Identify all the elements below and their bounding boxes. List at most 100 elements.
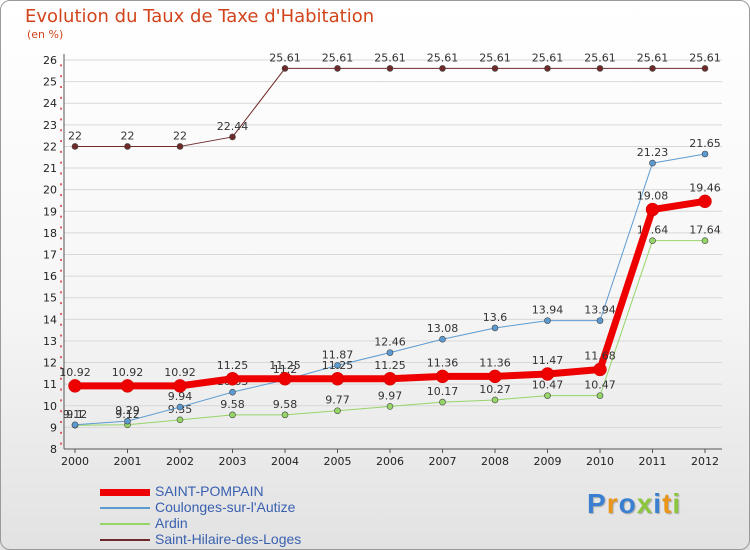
- data-point: [176, 416, 184, 424]
- legend-swatch: [100, 507, 150, 509]
- data-label: 9.58: [220, 398, 245, 411]
- data-label: 22: [121, 129, 135, 142]
- x-tick-label: 2000: [61, 455, 89, 468]
- data-point: [491, 396, 499, 404]
- y-unit-label: (en %): [27, 28, 64, 41]
- data-label: 13.94: [584, 304, 616, 317]
- data-label: 11.36: [479, 356, 511, 369]
- data-label: 11.25: [374, 359, 406, 372]
- data-point: [334, 407, 341, 415]
- data-label: 10.27: [479, 383, 511, 396]
- data-label: 11.68: [584, 349, 616, 362]
- data-point: [649, 65, 656, 72]
- data-point: [698, 194, 712, 209]
- data-label: 25.61: [637, 51, 669, 64]
- x-tick-label: 2008: [481, 455, 509, 468]
- data-label: 11.25: [322, 359, 354, 372]
- logo-letter: i: [672, 488, 682, 519]
- data-label: 25.61: [322, 51, 354, 64]
- data-label: 25.61: [479, 51, 511, 64]
- y-tick-label: 24: [43, 97, 57, 110]
- legend-label: Ardin: [155, 515, 188, 531]
- data-point: [173, 379, 187, 393]
- x-tick-label: 2012: [691, 455, 719, 468]
- data-label: 10.92: [164, 366, 196, 379]
- series-line: [75, 67, 705, 147]
- series-saint-hilaire-des-loges: 22 22 22 22.44 25.61 25.61 25.61 25.61 25.61 25.6…: [68, 51, 721, 150]
- series-saint-pompain: 10.92 10.92 10.92 11.25 11.25 11.25 11.25 11.36…: [59, 181, 721, 393]
- y-tick-label: 23: [43, 119, 57, 132]
- data-label: 25.61: [584, 51, 616, 64]
- data-point: [225, 372, 240, 386]
- data-label: 13.94: [532, 304, 564, 317]
- y-tick-label: 17: [43, 249, 57, 262]
- y-tick-label: 21: [43, 162, 57, 175]
- y-tick-label: 19: [43, 205, 57, 218]
- data-label: 21.65: [689, 137, 721, 150]
- data-label: 10.47: [584, 379, 616, 392]
- data-point: [596, 317, 604, 324]
- proxiti-logo: Proxiti: [587, 488, 681, 520]
- logo-letter: o: [618, 488, 637, 519]
- data-point: [124, 417, 131, 425]
- x-tick-label: 2003: [219, 455, 247, 468]
- data-point: [120, 379, 135, 393]
- data-point: [491, 324, 499, 332]
- y-tick-label: 9: [50, 421, 57, 434]
- data-label: 21.23: [637, 146, 669, 159]
- legend-label: Saint-Hilaire-des-Loges: [155, 531, 302, 547]
- data-label: 9.12: [115, 408, 140, 421]
- x-tick-label: 2007: [429, 455, 457, 468]
- y-tick-label: 13: [43, 335, 57, 348]
- data-label: 25.61: [374, 51, 406, 64]
- data-label: 9.1: [66, 408, 84, 421]
- data-label: 11.47: [532, 354, 564, 367]
- data-label: 10.92: [59, 366, 91, 379]
- data-point: [439, 398, 446, 406]
- data-point: [488, 369, 502, 384]
- data-point: [439, 65, 446, 72]
- data-point: [435, 369, 450, 384]
- logo-letter: P: [587, 488, 607, 519]
- series-ardin: 9.19.129.359.589.589.779.9710.1710.2710.…: [66, 224, 721, 429]
- data-point: [229, 133, 236, 141]
- y-tick-label: 11: [43, 378, 57, 391]
- data-point: [439, 335, 446, 343]
- y-tick-label: 26: [43, 54, 57, 67]
- legend-label: Coulonges-sur-l'Autize: [155, 499, 296, 515]
- data-label: 19.08: [637, 190, 669, 203]
- legend-label: SAINT-POMPAIN: [155, 483, 264, 499]
- y-tick-label: 20: [43, 184, 57, 197]
- data-label: 19.46: [689, 181, 721, 194]
- data-point: [701, 237, 709, 244]
- legend-swatch: [100, 488, 150, 496]
- data-point: [386, 403, 394, 410]
- data-point: [701, 150, 709, 158]
- logo-letter: t: [662, 488, 673, 519]
- data-label: 11.25: [217, 359, 249, 372]
- data-point: [649, 237, 656, 244]
- y-tick-label: 22: [43, 140, 57, 153]
- data-point: [383, 372, 397, 386]
- data-point: [649, 159, 656, 167]
- logo-letter: x: [636, 488, 654, 519]
- x-tick-label: 2010: [586, 455, 614, 468]
- data-label: 10.47: [532, 379, 564, 392]
- data-label: 10.17: [427, 385, 459, 398]
- data-point: [540, 367, 555, 381]
- chart-title: Evolution du Taux de Taxe d'Habitation: [25, 6, 375, 27]
- data-label: 9.58: [273, 398, 298, 411]
- data-label: 11.87: [322, 348, 354, 361]
- logo-letter: i: [653, 488, 663, 519]
- data-label: 11.36: [427, 356, 459, 369]
- data-label: 17.64: [689, 224, 721, 237]
- data-point: [701, 65, 709, 72]
- data-point: [229, 411, 236, 419]
- data-label: 9.77: [325, 394, 350, 407]
- x-tick-label: 2009: [534, 455, 562, 468]
- data-point: [124, 143, 131, 150]
- data-point: [278, 372, 292, 386]
- x-tick-label: 2011: [639, 455, 667, 468]
- data-label: 10.92: [112, 366, 144, 379]
